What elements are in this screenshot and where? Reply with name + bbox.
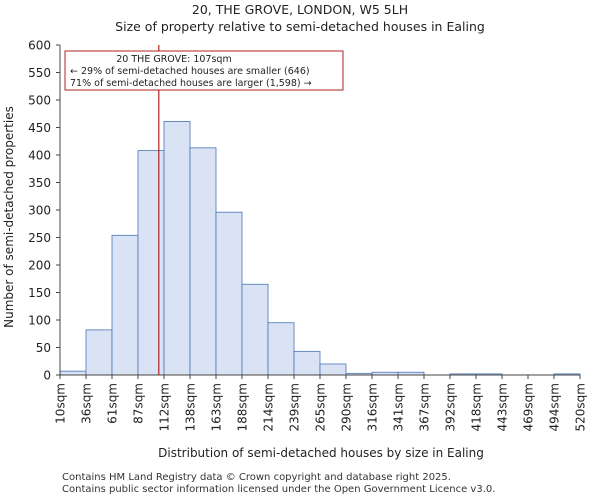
histogram-bar — [215, 211, 243, 376]
x-tick-label: 10sqm — [54, 383, 68, 424]
y-tick-label: 450 — [28, 121, 51, 135]
annotation-box — [64, 50, 344, 91]
x-tick-label: 112sqm — [158, 383, 172, 431]
x-tick-label: 443sqm — [496, 383, 510, 431]
x-tick-label: 367sqm — [418, 383, 432, 431]
histogram-bar — [241, 283, 269, 376]
footer-licence: Contains public sector information licen… — [62, 484, 496, 495]
x-tick-label: 265sqm — [314, 383, 328, 431]
y-tick-label: 150 — [28, 286, 51, 300]
x-tick-label: 61sqm — [106, 383, 120, 424]
x-tick-label: 163sqm — [210, 383, 224, 431]
x-tick-label: 520sqm — [574, 383, 588, 431]
y-tick-label: 100 — [28, 314, 51, 328]
x-tick-label: 239sqm — [288, 383, 302, 431]
histogram-bar — [293, 350, 321, 376]
y-tick-label: 600 — [28, 39, 51, 53]
x-tick-label: 392sqm — [444, 383, 458, 431]
y-tick-label: 350 — [28, 176, 51, 190]
y-tick-label: 500 — [28, 94, 51, 108]
x-tick-label: 418sqm — [470, 383, 484, 431]
histogram-bar — [137, 150, 165, 376]
x-tick-label: 469sqm — [522, 383, 536, 431]
x-tick-label: 138sqm — [184, 383, 198, 431]
y-tick-label: 250 — [28, 231, 51, 245]
histogram-bar — [85, 329, 113, 376]
x-tick-label: 494sqm — [548, 383, 562, 431]
x-axis-label: Distribution of semi-detached houses by … — [158, 446, 484, 460]
y-tick-label: 400 — [28, 149, 51, 163]
annotation-line: 20 THE GROVE: 107sqm — [116, 54, 231, 65]
y-tick-label: 550 — [28, 66, 51, 80]
x-tick-label: 87sqm — [132, 383, 146, 424]
x-tick-label: 36sqm — [80, 383, 94, 424]
x-tick-label: 214sqm — [262, 383, 276, 431]
chart-title: 20, THE GROVE, LONDON, W5 5LH — [191, 2, 409, 17]
histogram-bar — [267, 322, 295, 376]
histogram-bar — [163, 121, 191, 376]
x-tick-label: 188sqm — [236, 383, 250, 431]
annotation-line: 71% of semi-detached houses are larger (… — [70, 78, 312, 89]
y-axis-label: Number of semi-detached properties — [2, 106, 16, 328]
y-tick-label: 200 — [28, 259, 51, 273]
x-tick-label: 316sqm — [366, 383, 380, 431]
histogram-bar — [111, 234, 139, 376]
y-tick-label: 300 — [28, 204, 51, 218]
footer-copyright: Contains HM Land Registry data © Crown c… — [62, 472, 451, 483]
y-tick-label: 0 — [43, 369, 51, 383]
histogram-bar — [189, 147, 217, 376]
chart-subtitle: Size of property relative to semi-detach… — [115, 19, 485, 34]
x-tick-label: 341sqm — [392, 383, 406, 431]
histogram-bar — [319, 363, 347, 376]
annotation-line: ← 29% of semi-detached houses are smalle… — [70, 66, 310, 77]
x-tick-label: 290sqm — [340, 383, 354, 431]
y-tick-label: 50 — [36, 341, 51, 355]
histogram-bar — [59, 370, 87, 376]
